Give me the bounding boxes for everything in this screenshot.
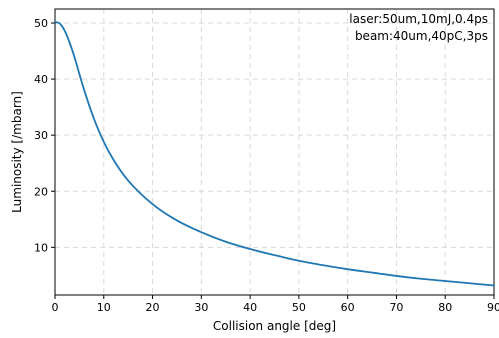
grid [54, 9, 495, 295]
x-tick-label: 70 [389, 301, 403, 314]
x-tick-label: 60 [341, 301, 355, 314]
x-tick-label: 50 [292, 301, 306, 314]
axis-ticks: 0 10 20 30 40 50 60 70 80 90 10 20 30 40 50 [34, 17, 499, 314]
annotation-laser: laser:50um,10mJ,0.4ps [349, 12, 488, 26]
y-axis-label: Luminosity [/mbarn] [10, 91, 24, 213]
y-tick-label: 30 [34, 129, 48, 142]
x-tick-label: 20 [146, 301, 160, 314]
y-tick-label: 20 [34, 185, 48, 198]
x-tick-label: 90 [487, 301, 499, 314]
x-tick-label: 40 [243, 301, 257, 314]
y-tick-label: 50 [34, 17, 48, 30]
x-tick-label: 30 [194, 301, 208, 314]
series-line [54, 21, 495, 287]
series-layer [54, 21, 495, 287]
plot-area-frame [54, 8, 495, 296]
x-axis-label: Collision angle [deg] [213, 319, 336, 333]
x-tick-label: 10 [97, 301, 111, 314]
y-tick-label: 10 [34, 241, 48, 254]
x-tick-label: 80 [438, 301, 452, 314]
annotation-beam: beam:40um,40pC,3ps [355, 29, 488, 43]
x-tick-label: 0 [52, 301, 59, 314]
y-tick-label: 40 [34, 73, 48, 86]
